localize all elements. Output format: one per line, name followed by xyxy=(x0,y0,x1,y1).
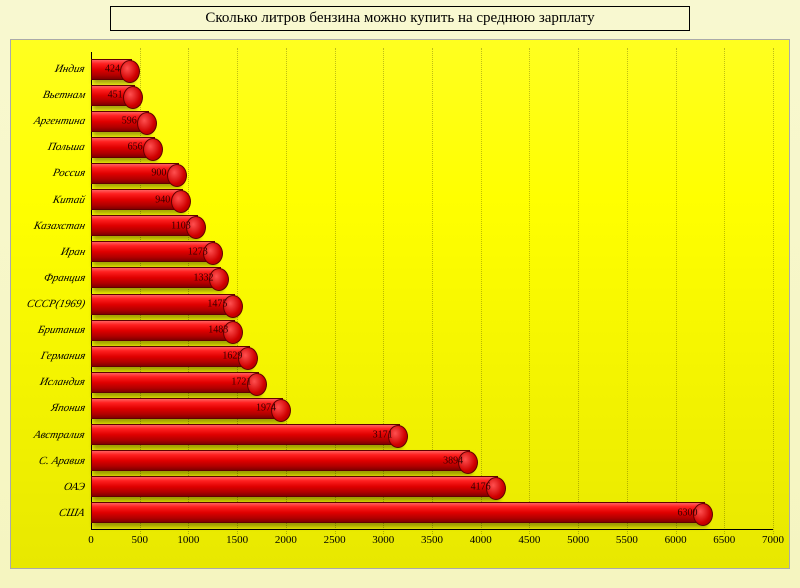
bar-row: Китай940 xyxy=(91,189,773,210)
bar xyxy=(91,59,132,80)
category-label: Германия xyxy=(39,350,86,362)
bar-row: Исландия1721 xyxy=(91,372,773,393)
category-label: Аргентина xyxy=(32,115,86,127)
bar xyxy=(91,85,135,106)
bar-row: СССР(1969)1475 xyxy=(91,294,773,315)
category-label: С. Аравия xyxy=(38,455,87,467)
chart-plot-area: Индия424 Вьетнам451 Аргентина596 Польша656 Р… xyxy=(10,39,790,569)
bar xyxy=(91,450,470,471)
x-tick-label: 5000 xyxy=(567,534,589,546)
bar xyxy=(91,241,215,262)
chart-container: Сколько литров бензина можно купить на с… xyxy=(0,0,800,588)
x-tick-label: 4500 xyxy=(518,534,540,546)
bar xyxy=(91,476,498,497)
category-label: Вьетнам xyxy=(41,89,86,101)
category-label: Япония xyxy=(49,402,86,414)
bar xyxy=(91,111,149,132)
category-label: Китай xyxy=(52,194,86,206)
category-label: Польша xyxy=(47,141,86,153)
x-tick-label: 7000 xyxy=(762,534,784,546)
x-tick-label: 4000 xyxy=(470,534,492,546)
category-label: Франция xyxy=(42,272,86,284)
category-label: Казахстан xyxy=(33,220,87,232)
bar-row: Аргентина596 xyxy=(91,111,773,132)
category-label: Британия xyxy=(37,324,87,336)
bar-row: Германия1629 xyxy=(91,346,773,367)
bar-row: ОАЭ4176 xyxy=(91,476,773,497)
x-tick-label: 2000 xyxy=(275,534,297,546)
bar-row: Индия424 xyxy=(91,59,773,80)
category-label: ОАЭ xyxy=(63,481,86,493)
x-tick-label: 6000 xyxy=(665,534,687,546)
x-tick-label: 1000 xyxy=(177,534,199,546)
bar xyxy=(91,189,183,210)
bar xyxy=(91,502,705,523)
x-tick-label: 500 xyxy=(131,534,148,546)
bar xyxy=(91,398,283,419)
x-tick-label: 0 xyxy=(88,534,94,546)
x-tick-label: 2500 xyxy=(324,534,346,546)
bar-row: Иран1273 xyxy=(91,241,773,262)
bar-row: С. Аравия3894 xyxy=(91,450,773,471)
bar-row: Россия900 xyxy=(91,163,773,184)
category-label: США xyxy=(58,507,86,519)
bar-row: Польша656 xyxy=(91,137,773,158)
x-tick-label: 3000 xyxy=(372,534,394,546)
bar xyxy=(91,424,400,445)
bar xyxy=(91,137,155,158)
bar-row: Франция1332 xyxy=(91,267,773,288)
bar xyxy=(91,346,250,367)
grid-line xyxy=(773,48,774,534)
bar-row: Британия1483 xyxy=(91,320,773,341)
bar xyxy=(91,163,179,184)
category-label: Иран xyxy=(59,246,86,258)
bars-group: Индия424 Вьетнам451 Аргентина596 Польша656 Р… xyxy=(91,52,773,530)
category-label: Исландия xyxy=(39,376,86,388)
x-tick-label: 1500 xyxy=(226,534,248,546)
x-tick-label: 6500 xyxy=(713,534,735,546)
bar xyxy=(91,294,235,315)
bar-row: Австралия3171 xyxy=(91,424,773,445)
bar xyxy=(91,372,259,393)
x-axis-labels: 0 500 1000 1500 2000 2500 3000 3500 4000 4500 5000… xyxy=(91,530,773,568)
category-label: Россия xyxy=(52,167,87,179)
category-label: Индия xyxy=(54,63,86,75)
chart-title: Сколько литров бензина можно купить на с… xyxy=(110,6,690,31)
plot-region: Индия424 Вьетнам451 Аргентина596 Польша656 Р… xyxy=(91,52,773,530)
bar-row: США6300 xyxy=(91,502,773,523)
bar xyxy=(91,215,198,236)
category-label: СССР(1969) xyxy=(26,298,87,310)
bar-row: Япония1974 xyxy=(91,398,773,419)
category-label: Австралия xyxy=(33,429,86,441)
x-tick-label: 3500 xyxy=(421,534,443,546)
bar xyxy=(91,320,235,341)
bar-row: Казахстан1103 xyxy=(91,215,773,236)
x-tick-label: 5500 xyxy=(616,534,638,546)
bar xyxy=(91,267,221,288)
bar-row: Вьетнам451 xyxy=(91,85,773,106)
